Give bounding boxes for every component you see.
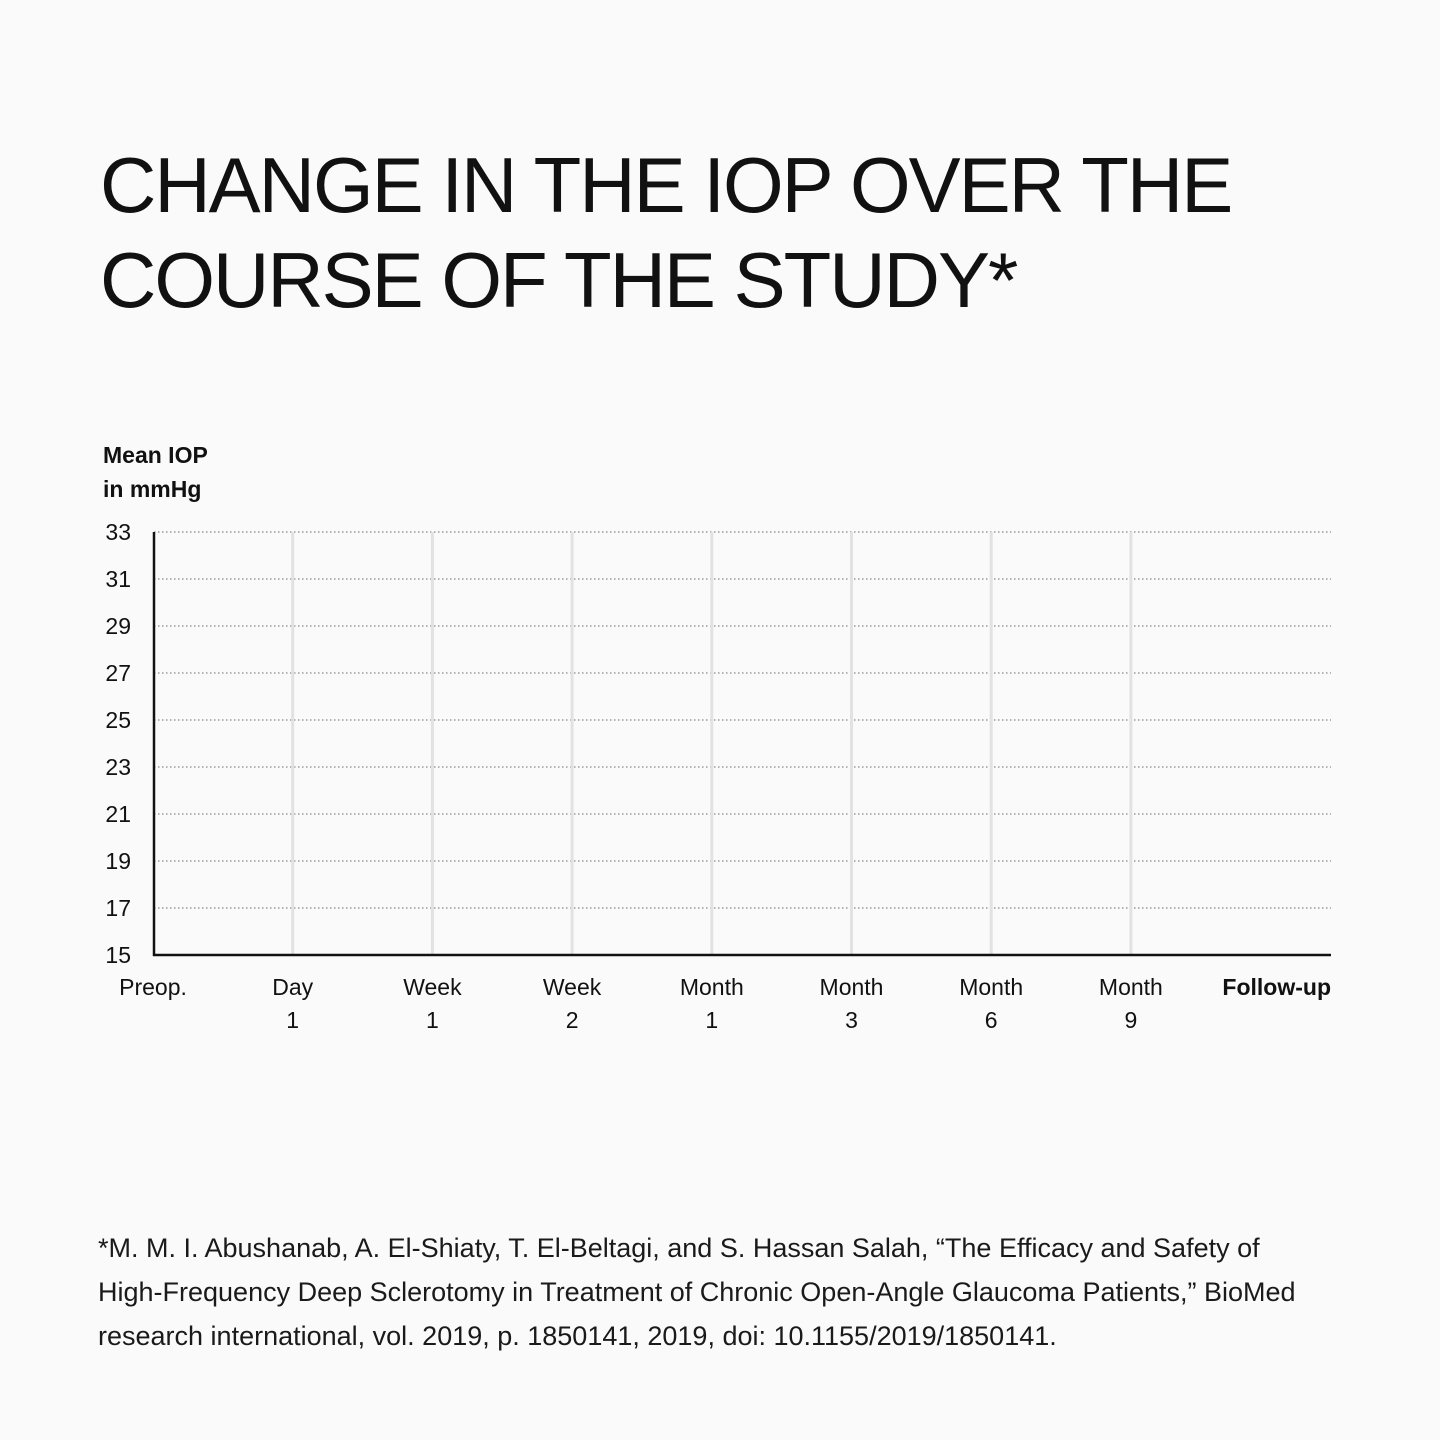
x-axis-tick-labels: Preop. Day 1 Week 1 Week 2 Month 1 Month 3 Month 6 Mo…: [119, 974, 1163, 1033]
y-tick-label: 27: [105, 660, 131, 686]
y-tick-label: 23: [105, 754, 131, 780]
chart-title-line-1: CHANGE IN THE IOP OVER THE: [100, 141, 1233, 229]
y-tick-label: 29: [105, 613, 131, 639]
x-tick-label: 2: [566, 1007, 579, 1033]
x-tick-label: Month: [1099, 974, 1163, 1000]
chart-title: CHANGE IN THE IOP OVER THE COURSE OF THE…: [100, 138, 1300, 328]
x-tick-label: 9: [1125, 1007, 1138, 1033]
y-tick-label: 25: [105, 707, 131, 733]
y-tick-label: 31: [105, 566, 131, 592]
x-tick-label: 1: [426, 1007, 439, 1033]
y-tick-label: 19: [105, 848, 131, 874]
footnote-line-3: research international, vol. 2019, p. 18…: [98, 1321, 1057, 1351]
y-axis-title-line-1: Mean IOP: [103, 442, 208, 468]
y-axis-title-line-2: in mmHg: [103, 476, 201, 502]
x-tick-label: Day: [272, 974, 313, 1000]
x-tick-label: Month: [680, 974, 744, 1000]
y-axis-tick-labels: 33 31 29 27 25 23 21 19 17 15: [105, 519, 131, 968]
y-tick-label: 33: [105, 519, 131, 545]
y-tick-label: 15: [105, 942, 131, 968]
x-tick-label: Week: [403, 974, 462, 1000]
x-tick-label: 6: [985, 1007, 998, 1033]
x-tick-label: Preop.: [119, 974, 187, 1000]
vertical-gridlines: [291, 532, 1133, 955]
x-tick-label: 3: [845, 1007, 858, 1033]
y-tick-label: 21: [105, 801, 131, 827]
x-tick-label: Month: [959, 974, 1023, 1000]
horizontal-gridlines: [154, 531, 1331, 909]
footnote-line-2: High-Frequency Deep Sclerotomy in Treatm…: [98, 1277, 1296, 1307]
y-tick-label: 17: [105, 895, 131, 921]
x-axis-title: Follow-up: [1222, 974, 1331, 1000]
x-tick-label: Month: [820, 974, 884, 1000]
x-tick-label: Week: [543, 974, 602, 1000]
footnote-line-1: *M. M. I. Abushanab, A. El-Shiaty, T. El…: [98, 1233, 1260, 1263]
chart-title-line-2: COURSE OF THE STUDY*: [100, 236, 1018, 324]
x-tick-label: 1: [705, 1007, 718, 1033]
citation-footnote: *M. M. I. Abushanab, A. El-Shiaty, T. El…: [98, 1226, 1418, 1358]
x-tick-label: 1: [286, 1007, 299, 1033]
